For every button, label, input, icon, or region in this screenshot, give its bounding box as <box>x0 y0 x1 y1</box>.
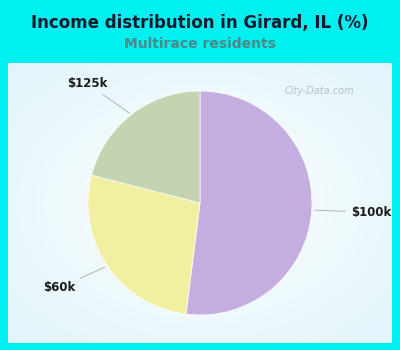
Wedge shape <box>186 91 312 315</box>
Text: Income distribution in Girard, IL (%): Income distribution in Girard, IL (%) <box>31 14 369 32</box>
Text: $100k: $100k <box>314 206 391 219</box>
Text: $60k: $60k <box>43 267 105 294</box>
Wedge shape <box>92 91 200 203</box>
Text: Multirace residents: Multirace residents <box>124 37 276 51</box>
Text: City-Data.com: City-Data.com <box>284 86 354 96</box>
Text: $125k: $125k <box>67 77 129 113</box>
Wedge shape <box>88 175 200 314</box>
